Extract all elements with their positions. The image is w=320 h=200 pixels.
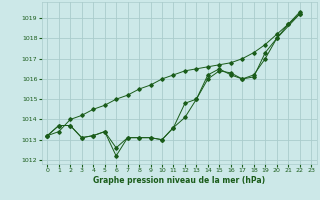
X-axis label: Graphe pression niveau de la mer (hPa): Graphe pression niveau de la mer (hPa) bbox=[93, 176, 265, 185]
